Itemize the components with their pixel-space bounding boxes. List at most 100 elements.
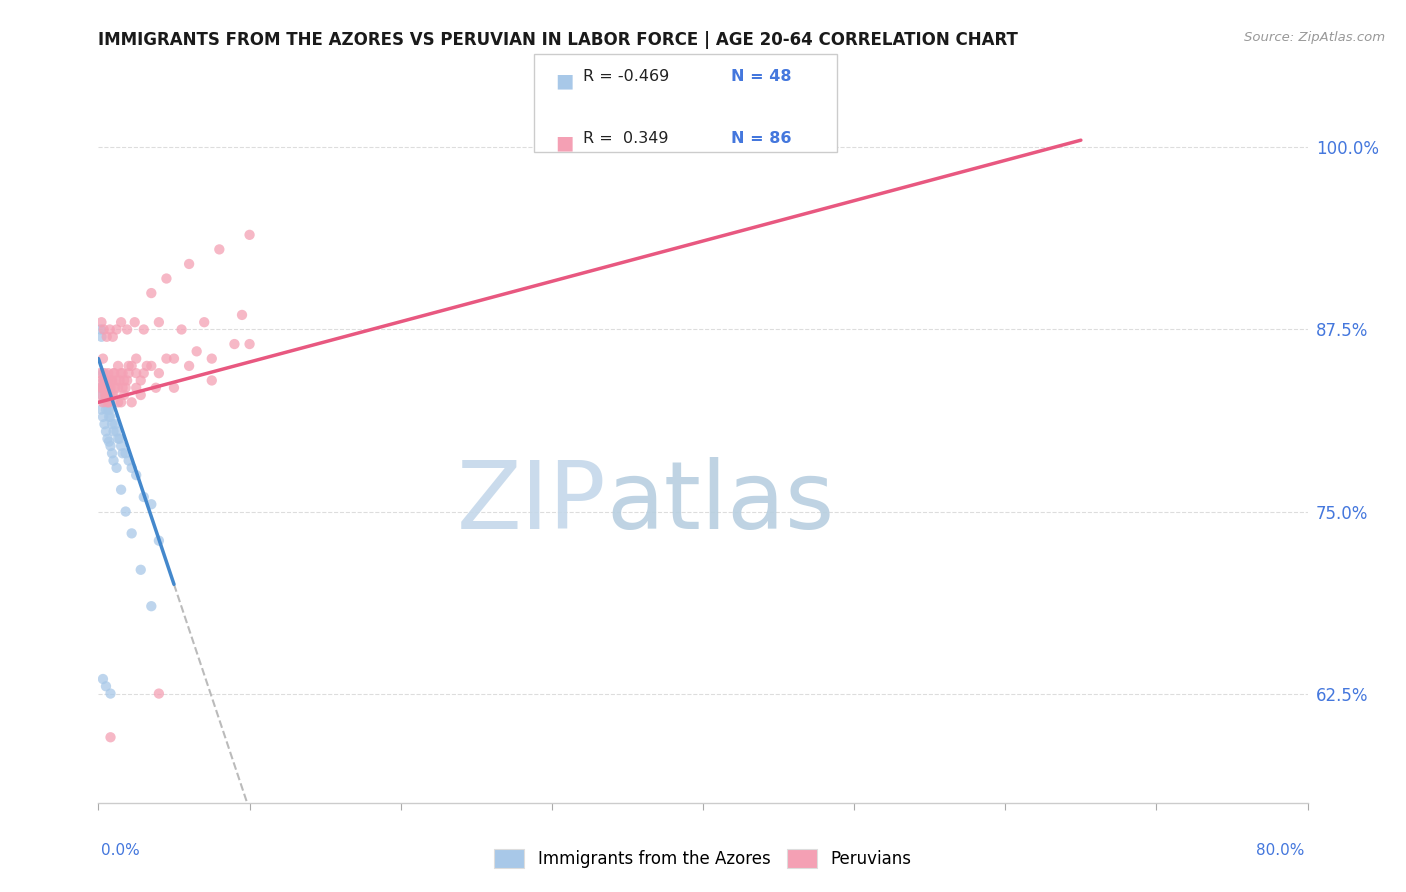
Point: [98, 388, 121, 402]
Text: Source: ZipAtlas.com: Source: ZipAtlas.com: [1244, 31, 1385, 45]
Point: [186, 344, 208, 359]
Point: [155, 271, 177, 285]
Point: [98, 381, 121, 395]
Point: [201, 351, 224, 366]
Point: [96, 432, 118, 446]
Point: [110, 366, 132, 380]
Point: [94, 679, 117, 693]
Point: [201, 374, 224, 388]
Point: [105, 322, 128, 336]
Point: [91, 672, 114, 686]
Point: [89, 366, 111, 380]
Point: [112, 374, 135, 388]
Point: [96, 381, 118, 395]
Point: [93, 381, 115, 395]
Point: [132, 366, 155, 380]
Point: [105, 425, 128, 439]
Point: [101, 446, 124, 460]
Point: [129, 388, 152, 402]
Point: [239, 227, 262, 242]
Point: [94, 425, 117, 439]
Point: [108, 374, 131, 388]
Point: [91, 395, 114, 409]
Point: [163, 351, 186, 366]
Point: [125, 366, 148, 380]
Point: [125, 351, 148, 366]
Point: [163, 381, 186, 395]
Point: [129, 563, 152, 577]
Point: [89, 381, 111, 395]
Point: [100, 731, 122, 745]
Text: atlas: atlas: [606, 457, 835, 549]
Point: [193, 315, 215, 329]
Point: [101, 374, 124, 388]
Point: [155, 351, 177, 366]
Point: [93, 381, 115, 395]
Point: [118, 366, 141, 380]
Point: [104, 417, 127, 432]
Text: IMMIGRANTS FROM THE AZORES VS PERUVIAN IN LABOR FORCE | AGE 20-64 CORRELATION CH: IMMIGRANTS FROM THE AZORES VS PERUVIAN I…: [98, 31, 1018, 49]
Point: [96, 395, 118, 409]
Text: N = 86: N = 86: [731, 131, 792, 146]
Point: [100, 439, 122, 453]
Point: [141, 497, 163, 511]
Point: [104, 381, 127, 395]
Point: [121, 526, 143, 541]
Point: [118, 453, 141, 467]
Point: [129, 374, 152, 388]
Point: [148, 687, 170, 701]
Point: [100, 687, 122, 701]
Point: [101, 330, 124, 344]
Point: [90, 388, 112, 402]
Point: [145, 381, 167, 395]
Point: [103, 388, 125, 402]
Point: [93, 374, 115, 388]
Point: [110, 315, 132, 329]
Point: [90, 330, 112, 344]
Point: [90, 322, 112, 336]
Point: [103, 366, 125, 380]
Text: 0.0%: 0.0%: [101, 843, 141, 858]
Point: [101, 417, 124, 432]
Point: [208, 243, 231, 257]
Point: [94, 374, 117, 388]
Point: [231, 308, 253, 322]
Text: ■: ■: [555, 71, 574, 90]
Point: [96, 395, 118, 409]
Point: [121, 395, 143, 409]
Point: [224, 337, 246, 351]
Point: [90, 374, 112, 388]
Point: [141, 286, 163, 301]
Point: [170, 322, 193, 336]
Point: [93, 417, 115, 432]
Point: [107, 359, 129, 373]
Point: [110, 483, 132, 497]
Point: [91, 409, 114, 424]
Text: ZIP: ZIP: [457, 457, 606, 549]
Text: ■: ■: [555, 134, 574, 153]
Point: [132, 322, 155, 336]
Point: [103, 425, 125, 439]
Point: [91, 366, 114, 380]
Point: [108, 432, 131, 446]
Point: [107, 395, 129, 409]
Point: [94, 374, 117, 388]
Point: [100, 409, 122, 424]
Point: [107, 381, 129, 395]
Point: [93, 366, 115, 380]
Point: [94, 388, 117, 402]
Point: [107, 432, 129, 446]
Point: [100, 374, 122, 388]
Point: [90, 402, 112, 417]
Point: [93, 322, 115, 336]
Point: [98, 395, 121, 409]
Point: [91, 381, 114, 395]
Point: [132, 490, 155, 504]
Point: [148, 366, 170, 380]
Point: [103, 366, 125, 380]
Point: [141, 599, 163, 614]
Point: [179, 359, 201, 373]
Point: [97, 366, 120, 380]
Point: [93, 374, 115, 388]
Point: [105, 460, 128, 475]
